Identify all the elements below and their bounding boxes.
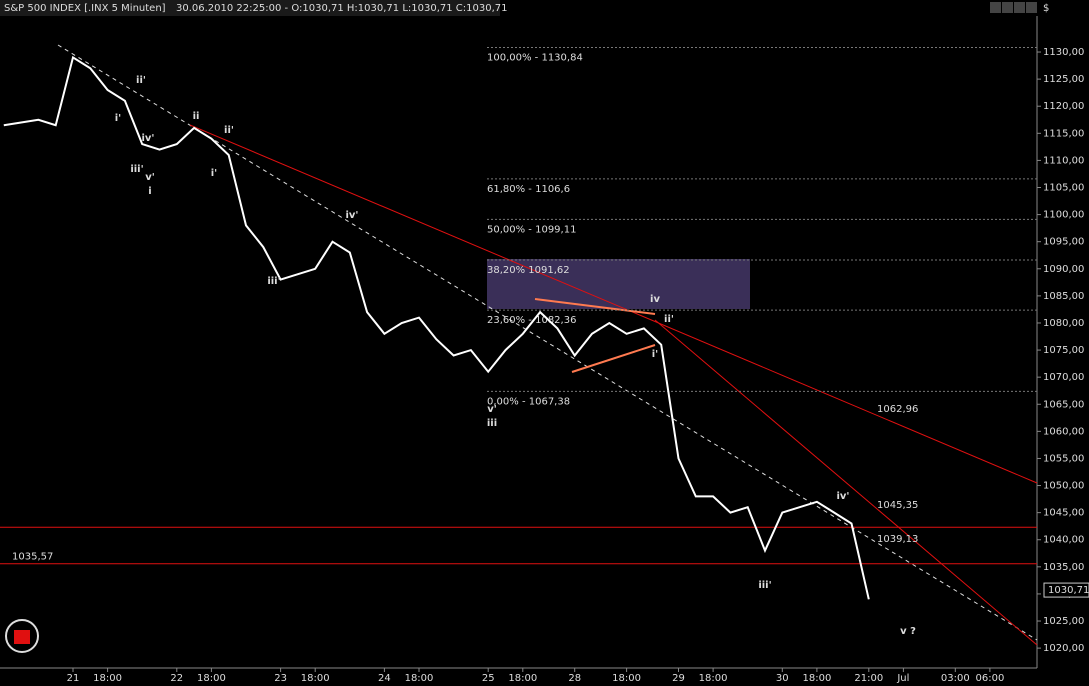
y-tick-label: 1110,00	[1043, 155, 1084, 166]
x-tick-label: 28	[568, 673, 581, 684]
y-tick-label: 1125,00	[1043, 74, 1084, 85]
x-tick-label: 18:00	[197, 673, 226, 684]
trend-line	[654, 319, 1038, 646]
fib-label: 100,00% - 1130,84	[487, 52, 583, 63]
window-buttons[interactable]	[990, 2, 1037, 13]
quote: 30.06.2010 22:25:00 - O:1030,71 H:1030,7…	[176, 3, 508, 14]
y-tick-label: 1095,00	[1043, 237, 1084, 248]
x-tick-label: 18:00	[612, 673, 641, 684]
x-tick-label: 29	[672, 673, 685, 684]
fib-label: 50,00% - 1099,11	[487, 224, 576, 235]
x-tick-label: 22	[170, 673, 183, 684]
x-tick-label: 21	[67, 673, 80, 684]
x-tick-label: Jul	[896, 673, 909, 684]
wave-label: iv	[650, 294, 660, 305]
level-label: 1035,57	[12, 552, 53, 563]
x-tick-label: 24	[378, 673, 391, 684]
y-tick-label: 1055,00	[1043, 453, 1084, 464]
x-tick-label: 06:00	[975, 673, 1004, 684]
fib-label: 61,80% - 1106,6	[487, 184, 570, 195]
trend-label: 1045,35	[877, 500, 918, 511]
price-line	[3, 55, 870, 600]
last-price-label: 1030,71	[1048, 585, 1089, 596]
y-tick-label: 1075,00	[1043, 345, 1084, 356]
wave-label: iii'	[130, 164, 143, 175]
button[interactable]	[1026, 2, 1037, 13]
wave-label: iii'	[267, 276, 280, 287]
symbol: S&P 500 INDEX [.INX 5 Minuten]	[4, 3, 166, 14]
x-tick-label: 18:00	[508, 673, 537, 684]
button[interactable]	[1014, 2, 1025, 13]
wedge-line	[534, 298, 656, 315]
trend-line	[189, 124, 1038, 484]
wave-label: ii'	[664, 314, 674, 325]
wedge-line	[571, 344, 656, 373]
fib-label: 23,60% - 1082,36	[487, 315, 576, 326]
wave-label: ii'	[224, 125, 234, 136]
x-tick-label: 18:00	[405, 673, 434, 684]
x-tick-label: 25	[482, 673, 495, 684]
x-tick-label: 18:00	[93, 673, 122, 684]
logo	[5, 619, 39, 653]
wave-label: v'	[487, 404, 497, 415]
x-tick-label: 21:00	[854, 673, 883, 684]
wave-label: v ?	[900, 626, 916, 637]
currency: $	[1043, 3, 1049, 14]
fib-label: 38,20% 1091,62	[487, 265, 570, 276]
x-tick-label: 18:00	[699, 673, 728, 684]
logo-ring	[5, 619, 39, 653]
trend-label: 1062,96	[877, 404, 918, 415]
y-tick-label: 1035,00	[1043, 562, 1084, 573]
x-tick-label: 18:00	[802, 673, 831, 684]
x-tick-label: 30	[776, 673, 789, 684]
wave-label: iii	[487, 418, 497, 429]
fib-zone	[487, 259, 750, 309]
x-tick-label: 23	[274, 673, 287, 684]
y-tick-label: 1050,00	[1043, 481, 1084, 492]
last-price-box	[1043, 582, 1089, 598]
wave-label: i'	[211, 168, 218, 179]
wave-label: ii'	[136, 75, 146, 86]
wave-label: iv'	[836, 491, 849, 502]
header-bar	[0, 0, 500, 16]
y-tick-label: 1065,00	[1043, 399, 1084, 410]
wave-label: iv'	[345, 210, 358, 221]
logo-mark	[14, 630, 30, 644]
y-tick-label: 1070,00	[1043, 372, 1084, 383]
y-tick-label: 1025,00	[1043, 616, 1084, 627]
y-tick-label: 1115,00	[1043, 128, 1084, 139]
wave-label: iv'	[141, 133, 154, 144]
wave-label: i'	[652, 349, 659, 360]
wave-label: i'	[115, 113, 122, 124]
y-tick-label: 1085,00	[1043, 291, 1084, 302]
wave-label: v'	[145, 172, 155, 183]
wave-label: iii'	[758, 580, 771, 591]
y-tick-label: 1045,00	[1043, 508, 1084, 519]
wave-label: i	[148, 186, 151, 197]
y-tick-label: 1105,00	[1043, 182, 1084, 193]
y-tick-label: 1090,00	[1043, 264, 1084, 275]
y-tick-label: 1060,00	[1043, 426, 1084, 437]
y-tick-label: 1020,00	[1043, 643, 1084, 654]
y-tick-label: 1100,00	[1043, 210, 1084, 221]
y-tick-label: 1120,00	[1043, 101, 1084, 112]
y-tick-label: 1040,00	[1043, 535, 1084, 546]
fib-label: 0,00% - 1067,38	[487, 396, 570, 407]
button[interactable]	[990, 2, 1001, 13]
button[interactable]	[1002, 2, 1013, 13]
y-tick-label: 1130,00	[1043, 47, 1084, 58]
wave-label: ii	[193, 111, 200, 122]
trend-line	[57, 44, 1038, 641]
trend-label: 1039,13	[877, 534, 918, 545]
y-tick-label: 1080,00	[1043, 318, 1084, 329]
x-tick-label: 18:00	[301, 673, 330, 684]
x-tick-label: 03:00	[941, 673, 970, 684]
